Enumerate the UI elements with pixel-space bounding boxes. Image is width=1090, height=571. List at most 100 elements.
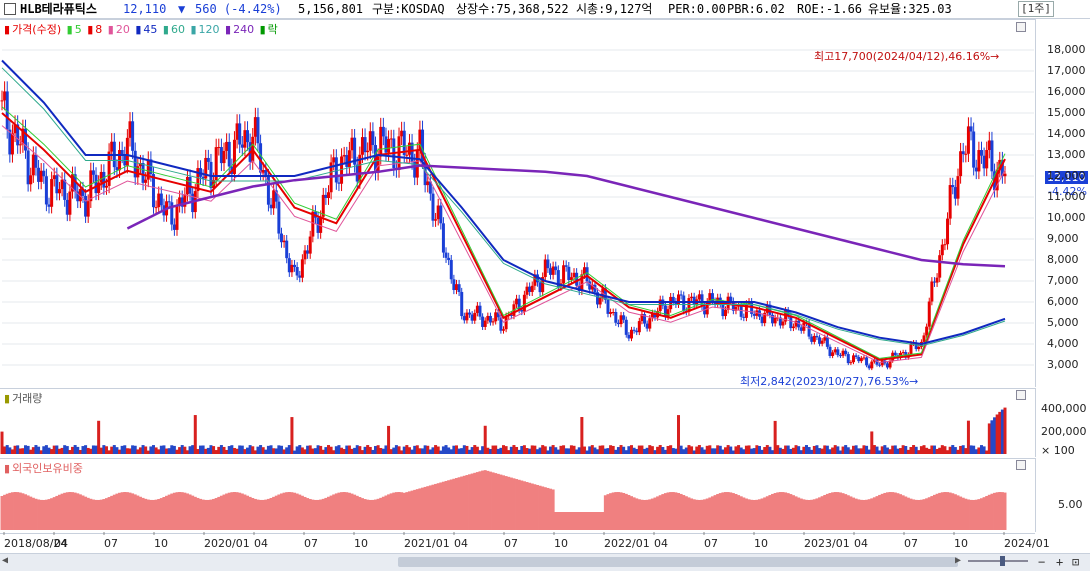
foreign-bar bbox=[37, 499, 41, 530]
ma20-line bbox=[1, 125, 1006, 364]
x-tick-label: 04 bbox=[54, 537, 68, 550]
foreign-bar bbox=[8, 492, 12, 530]
volume-bar bbox=[89, 448, 93, 454]
foreign-bar bbox=[797, 497, 801, 530]
volume-bar bbox=[972, 445, 976, 454]
volume-bar bbox=[76, 446, 80, 454]
foreign-bar bbox=[935, 493, 939, 530]
foreign-bar bbox=[974, 499, 978, 530]
foreign-bar bbox=[862, 499, 866, 530]
price-pane-menu[interactable] bbox=[1016, 22, 1026, 32]
scroll-right-icon[interactable]: ▶ bbox=[955, 555, 962, 566]
volume-bar bbox=[789, 448, 793, 454]
volume-bar bbox=[217, 446, 221, 454]
candle-body bbox=[870, 361, 874, 369]
candle-body bbox=[154, 207, 158, 209]
scroll-thumb[interactable] bbox=[398, 557, 958, 567]
foreign-bar bbox=[44, 499, 48, 530]
fit-icon[interactable]: ⊡ bbox=[1072, 555, 1080, 569]
candle-body bbox=[585, 267, 589, 282]
foreign-bar bbox=[640, 499, 644, 530]
volume-bar bbox=[465, 445, 469, 454]
volume-pane-menu[interactable] bbox=[1016, 390, 1026, 400]
foreign-bar bbox=[776, 492, 780, 530]
volume-bar bbox=[781, 448, 785, 454]
volume-bar bbox=[598, 445, 602, 454]
ma45-line bbox=[1, 59, 1006, 346]
candle-body bbox=[91, 170, 95, 175]
foreign-bar bbox=[885, 492, 889, 530]
zoom-in-icon[interactable]: + bbox=[1056, 555, 1064, 569]
volume-bar bbox=[222, 446, 226, 454]
foreign-bar bbox=[157, 499, 161, 530]
foreign-bar bbox=[684, 496, 688, 530]
volume-bar bbox=[381, 448, 385, 454]
volume-bar bbox=[44, 445, 48, 454]
candle-body bbox=[214, 147, 218, 181]
price-y-tick: 18,000 bbox=[1047, 43, 1086, 56]
candle-body bbox=[535, 274, 539, 283]
foreign-bar bbox=[407, 491, 411, 530]
volume-bar bbox=[909, 447, 913, 454]
volume-bar bbox=[577, 447, 581, 454]
chart-scrollbar[interactable]: ◀ ▶ bbox=[0, 553, 1090, 571]
stock-name[interactable]: HLB테라퓨틱스 bbox=[20, 2, 97, 16]
period-button[interactable]: [1주] bbox=[1018, 1, 1054, 17]
price-y-tick: 15,000 bbox=[1047, 106, 1086, 119]
foreign-bar bbox=[347, 492, 351, 530]
volume-bar bbox=[167, 448, 171, 454]
foreign-pane-menu[interactable] bbox=[1016, 460, 1026, 470]
candle-body bbox=[742, 316, 746, 318]
candle-body bbox=[55, 175, 59, 194]
volume-bar bbox=[872, 445, 876, 454]
foreign-bar bbox=[716, 494, 720, 530]
volume-bar bbox=[797, 446, 801, 454]
foreign-bar bbox=[26, 495, 30, 530]
foreign-bar bbox=[927, 497, 931, 530]
candle-body bbox=[436, 205, 440, 220]
candle-body bbox=[368, 131, 372, 151]
volume-bar bbox=[355, 445, 359, 454]
foreign-bar bbox=[483, 470, 487, 530]
volume-bar bbox=[277, 445, 281, 454]
foreign-bar bbox=[883, 492, 887, 530]
foreign-bar bbox=[729, 492, 733, 530]
foreign-bar bbox=[159, 498, 163, 530]
zoom-out-icon[interactable]: − bbox=[1038, 555, 1046, 569]
foreign-bar bbox=[872, 497, 876, 530]
volume-bar bbox=[39, 450, 43, 454]
zoom-slider[interactable] bbox=[968, 554, 1028, 568]
foreign-bar bbox=[449, 479, 453, 530]
foreign-bar bbox=[956, 495, 960, 530]
foreign-bar bbox=[274, 495, 278, 530]
x-tick-label: 04 bbox=[454, 537, 468, 550]
foreign-bar bbox=[342, 492, 346, 530]
candle-body bbox=[972, 131, 976, 168]
candle-body bbox=[358, 154, 362, 182]
select-checkbox[interactable] bbox=[4, 3, 16, 15]
legend-ma8: 8 bbox=[95, 23, 103, 36]
volume-bar bbox=[300, 447, 304, 454]
volume-bar bbox=[29, 449, 33, 454]
volume-bar bbox=[987, 423, 991, 454]
candle-body bbox=[240, 144, 244, 148]
foreign-bar bbox=[76, 493, 80, 530]
foreign-bar bbox=[901, 495, 905, 530]
foreign-bar bbox=[836, 492, 840, 530]
foreign-bar bbox=[880, 493, 884, 530]
foreign-bar bbox=[559, 512, 563, 530]
volume-bar bbox=[601, 445, 605, 454]
candle-body bbox=[128, 121, 132, 138]
volume-bar bbox=[572, 445, 576, 454]
foreign-bar bbox=[13, 492, 17, 530]
foreign-bar bbox=[951, 493, 955, 530]
volume-bar bbox=[703, 449, 707, 454]
foreign-bar bbox=[650, 498, 654, 530]
foreign-bar bbox=[533, 484, 537, 530]
scroll-left-icon[interactable]: ◀ bbox=[2, 555, 9, 566]
price-y-tick: 9,000 bbox=[1047, 232, 1079, 245]
foreign-bar bbox=[690, 498, 694, 530]
foreign-bar bbox=[906, 497, 910, 530]
foreign-bar bbox=[368, 499, 372, 530]
candle-body bbox=[982, 155, 986, 169]
